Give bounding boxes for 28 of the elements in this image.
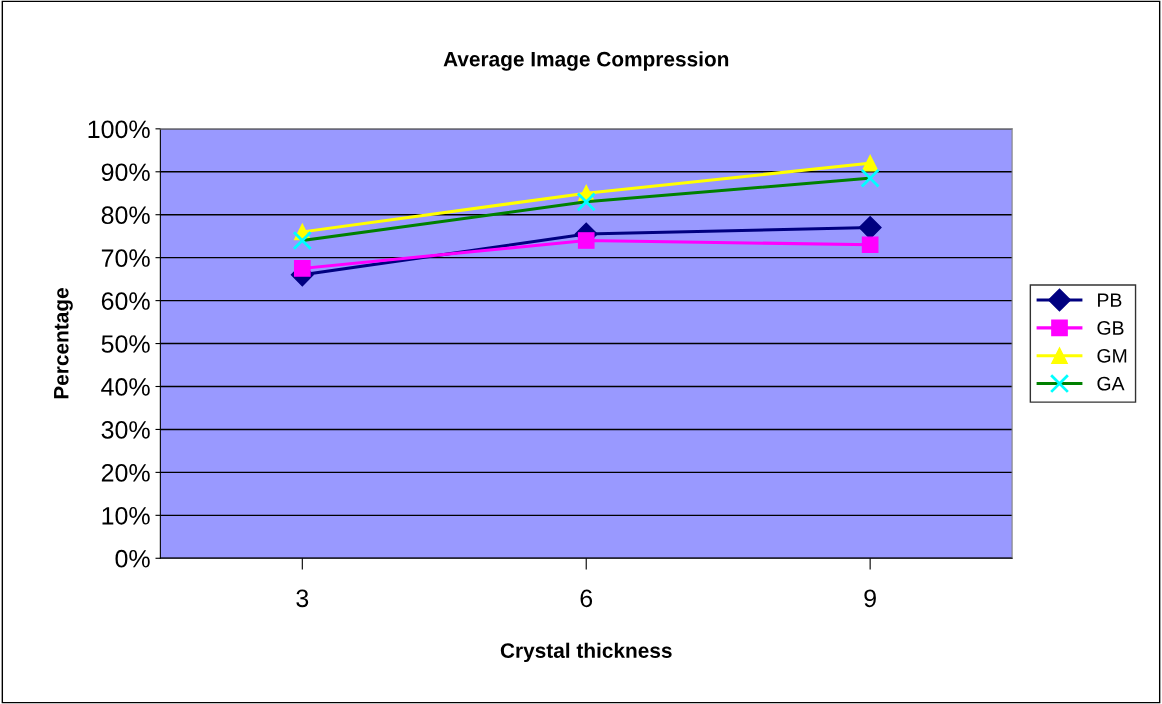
y-tick-label: 30% <box>101 421 150 439</box>
y-axis-title: Percentage <box>54 288 73 399</box>
y-tick-label: 40% <box>101 378 150 396</box>
point <box>577 232 595 249</box>
y-tick-label: 70% <box>101 249 150 267</box>
x-axis-title: Crystal thickness <box>500 642 672 663</box>
point <box>292 230 313 251</box>
point <box>860 168 880 188</box>
x-tick-label: 6 <box>580 589 593 608</box>
y-tick-label: 50% <box>101 335 150 353</box>
legend-label: GB <box>1097 321 1124 335</box>
y-tick-label: 0% <box>115 549 150 568</box>
point <box>861 236 879 254</box>
legend-label: GA <box>1097 376 1125 391</box>
x-tick-label: 3 <box>296 589 309 608</box>
y-tick-label: 10% <box>102 506 150 525</box>
point <box>861 154 879 172</box>
legend-label: PB <box>1098 293 1122 307</box>
y-tick-label: 100% <box>88 120 150 139</box>
y-tick-label: 90% <box>101 163 150 182</box>
legend-label: GM <box>1097 348 1127 363</box>
y-tick-label: 20% <box>101 463 150 482</box>
point <box>293 260 311 277</box>
y-tick-label: 60% <box>101 292 150 310</box>
chart-title: Average Image Compression <box>443 51 729 71</box>
point <box>576 192 596 212</box>
x-tick-label: 9 <box>864 589 876 608</box>
y-tick-label: 80% <box>101 206 150 225</box>
